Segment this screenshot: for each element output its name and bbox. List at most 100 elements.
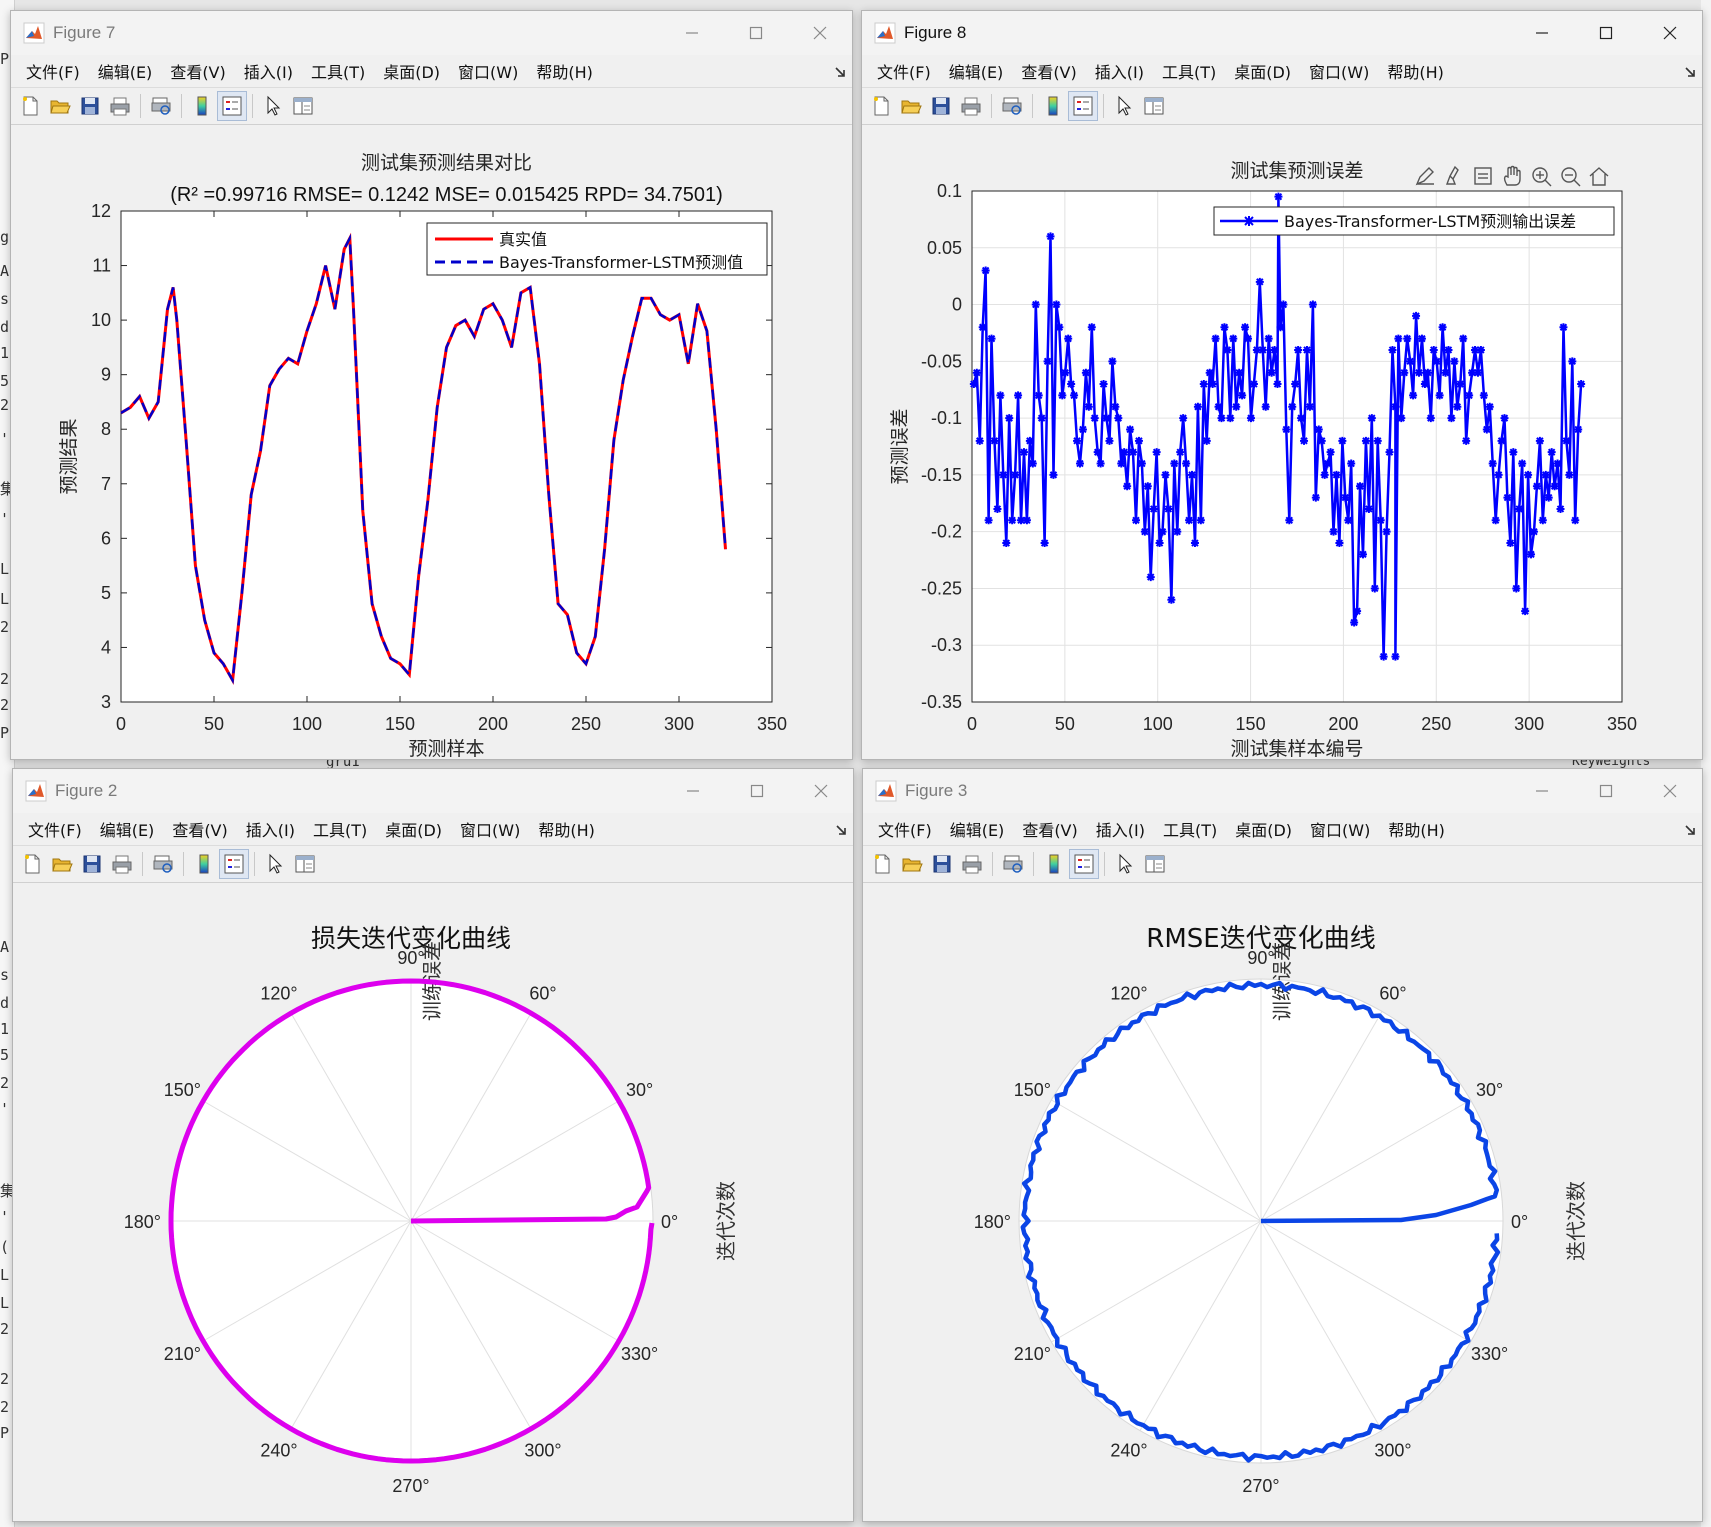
menu-item-7[interactable]: 帮助(H) [1388,821,1445,840]
property-editor-button[interactable] [290,849,320,879]
minimize-button[interactable] [1510,11,1574,55]
menu-item-3[interactable]: 插入(I) [243,63,293,82]
menu-item-1[interactable]: 编辑(E) [948,63,1004,82]
close-button[interactable] [788,11,852,55]
menu-item-2[interactable]: 查看(V) [172,821,228,840]
menu-item-7[interactable]: 帮助(H) [536,63,593,82]
figure8-window[interactable]: Figure 8 文件(F) 编辑(E) 查看(V) 插入(I) 工具(T) 桌面(D) 窗… [861,10,1703,760]
property-editor-button[interactable] [1140,849,1170,879]
menu-item-4[interactable]: 工具(T) [310,63,366,82]
menu-item-0[interactable]: 文件(F) [26,63,80,82]
menu-item-7[interactable]: 帮助(H) [1387,63,1444,82]
menu-item-7[interactable]: 帮助(H) [538,821,595,840]
menu-item-6[interactable]: 窗口(W) [1309,63,1370,82]
menu-item-1[interactable]: 编辑(E) [97,63,153,82]
pointer-button[interactable] [258,91,288,121]
home-icon[interactable] [1589,167,1609,186]
menu-item-0[interactable]: 文件(F) [878,821,932,840]
figure8-titlebar[interactable]: Figure 8 [862,11,1702,55]
open-folder-button[interactable] [47,849,77,879]
colorbar-button[interactable] [187,91,217,121]
colorbar-button[interactable] [189,849,219,879]
dock-arrow-icon[interactable] [835,821,847,840]
minimize-button[interactable] [660,11,724,55]
property-editor-button[interactable] [288,91,318,121]
property-editor-button[interactable] [1139,91,1169,121]
zoom-in-icon[interactable] [1532,167,1552,187]
open-folder-button[interactable] [896,91,926,121]
pan-icon[interactable] [1503,165,1521,186]
print-button[interactable] [957,849,987,879]
menu-item-0[interactable]: 文件(F) [877,63,931,82]
menu-item-5[interactable]: 桌面(D) [383,63,441,82]
close-button[interactable] [789,769,853,813]
figure7-chart[interactable]: 0 50 100 150 200 250 300 350 3 4 5 6 7 8 9 10 11 12 测试集预测结… [11,125,852,759]
maximize-button[interactable] [1574,11,1638,55]
figure2-window[interactable]: Figure 2 文件(F) 编辑(E) 查看(V) 插入(I) 工具(T) 桌面(D) 窗… [12,768,854,1522]
figure7-window[interactable]: Figure 7 文件(F) 编辑(E) 查看(V) 插入(I) 工具(T) 桌面(D) 窗… [10,10,853,760]
menu-item-5[interactable]: 桌面(D) [1234,63,1292,82]
new-file-button[interactable] [867,849,897,879]
pointer-button[interactable] [1110,849,1140,879]
data-tips-icon[interactable] [1474,167,1492,185]
figure2-chart[interactable]: 损失迭代变化曲线 0° 30° 60° 90° 120° 150° 180° 210° 240° 2… [13,883,853,1521]
menu-item-4[interactable]: 工具(T) [312,821,368,840]
menu-item-6[interactable]: 窗口(W) [458,63,519,82]
close-button[interactable] [1638,769,1702,813]
dock-arrow-icon[interactable] [834,63,846,82]
menu-item-4[interactable]: 工具(T) [1161,63,1217,82]
print-button[interactable] [956,91,986,121]
minimize-button[interactable] [1510,769,1574,813]
pointer-button[interactable] [1109,91,1139,121]
menu-item-5[interactable]: 桌面(D) [385,821,443,840]
print-button[interactable] [107,849,137,879]
menu-item-2[interactable]: 查看(V) [170,63,226,82]
edit-plot-icon[interactable] [1415,167,1434,186]
new-file-button[interactable] [17,849,47,879]
figure8-chart[interactable]: 0 50 100 150 200 250 300 350 0.1 0.05 0 -0.05 -0.1 -0… [862,125,1702,759]
open-folder-button[interactable] [897,849,927,879]
figure3-titlebar[interactable]: Figure 3 [863,769,1702,813]
menu-item-1[interactable]: 编辑(E) [99,821,155,840]
figure2-titlebar[interactable]: Figure 2 [13,769,853,813]
menu-item-0[interactable]: 文件(F) [28,821,82,840]
dock-arrow-icon[interactable] [1684,63,1696,82]
menu-item-2[interactable]: 查看(V) [1022,821,1078,840]
menu-item-5[interactable]: 桌面(D) [1235,821,1293,840]
menu-item-6[interactable]: 窗口(W) [1310,821,1371,840]
menu-item-6[interactable]: 窗口(W) [460,821,521,840]
menu-item-2[interactable]: 查看(V) [1021,63,1077,82]
dock-arrow-icon[interactable] [1684,821,1696,840]
print-preview-button[interactable] [146,91,176,121]
print-preview-button[interactable] [148,849,178,879]
save-button[interactable] [75,91,105,121]
save-button[interactable] [77,849,107,879]
close-button[interactable] [1638,11,1702,55]
print-button[interactable] [105,91,135,121]
menu-item-3[interactable]: 插入(I) [1094,63,1144,82]
print-preview-button[interactable] [997,91,1027,121]
colorbar-button[interactable] [1038,91,1068,121]
menu-item-3[interactable]: 插入(I) [1095,821,1145,840]
zoom-out-icon[interactable] [1561,167,1581,187]
figure3-window[interactable]: Figure 3 文件(F) 编辑(E) 查看(V) 插入(I) 工具(T) 桌面(D) 窗… [862,768,1703,1522]
menu-item-3[interactable]: 插入(I) [245,821,295,840]
menu-item-4[interactable]: 工具(T) [1162,821,1218,840]
legend-button[interactable] [217,91,247,121]
new-file-button[interactable] [15,91,45,121]
colorbar-button[interactable] [1039,849,1069,879]
figure3-chart[interactable]: RMSE迭代变化曲线 0° 30° 60° 90° 120° 150° 180° 210° 240… [863,883,1702,1521]
minimize-button[interactable] [661,769,725,813]
open-folder-button[interactable] [45,91,75,121]
save-button[interactable] [927,849,957,879]
legend-button[interactable] [219,849,249,879]
maximize-button[interactable] [1574,769,1638,813]
save-button[interactable] [926,91,956,121]
maximize-button[interactable] [725,769,789,813]
print-preview-button[interactable] [998,849,1028,879]
new-file-button[interactable] [866,91,896,121]
maximize-button[interactable] [724,11,788,55]
figure7-titlebar[interactable]: Figure 7 [11,11,852,55]
pointer-button[interactable] [260,849,290,879]
legend-button[interactable] [1068,91,1098,121]
